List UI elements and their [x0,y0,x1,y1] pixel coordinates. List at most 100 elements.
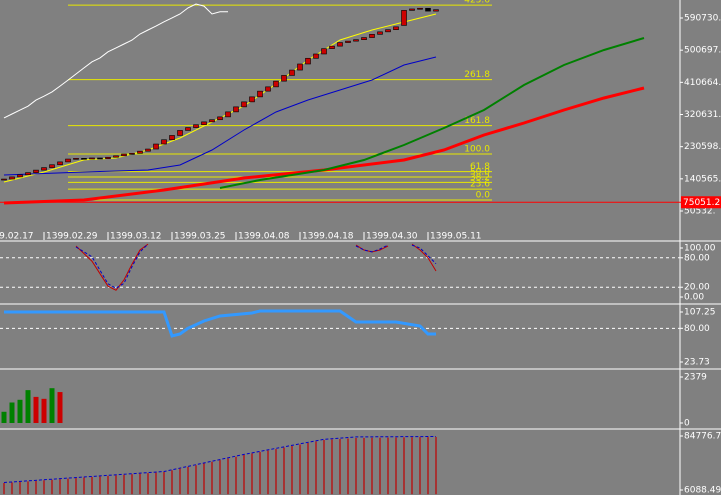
bar [235,456,237,495]
x-tick-label: 1399.04.08 [238,232,290,242]
bar [49,388,55,423]
panel [3,436,437,495]
candle-body [41,167,47,171]
bar [1,411,7,423]
bar [17,399,23,423]
bar [315,441,317,495]
candle-body [289,69,295,76]
candle-body [225,111,231,118]
fib-label: 38.2 [470,173,490,183]
candle-body [393,26,399,30]
bar [9,402,15,423]
y-tick-label: 0.00 [684,293,704,303]
candle-body [249,96,255,103]
candle-body [89,157,95,160]
bar [259,451,261,495]
bar [179,468,181,495]
candle-body [9,176,15,180]
series-line [75,243,437,289]
candle-body [73,158,79,160]
fib-label: 50.0 [470,167,490,177]
candle-body [433,9,439,12]
fib-label: 0.0 [476,190,491,200]
candle-body [97,157,103,160]
x-tick-label: 1399.02.29 [46,232,98,242]
candle-body [153,143,159,150]
bar [347,438,349,495]
bar [57,392,63,423]
bar [331,439,333,495]
series-line [4,309,436,338]
candle-body [185,127,191,131]
candle-body [361,37,367,40]
bar [139,473,141,495]
bar [275,449,277,495]
bar [219,460,221,495]
x-tick-label: 1399.02.17 [0,232,34,242]
bar [387,437,389,495]
bar [41,398,47,423]
candle-body [161,139,167,145]
series-line [3,3,228,119]
candle-body [233,106,239,113]
fib-label: 161.8 [464,116,490,126]
candle-body [33,169,39,173]
candle-body [105,156,111,159]
candle-body [193,124,199,128]
candle-body [337,42,343,47]
bar [371,437,373,495]
candle-body [425,7,431,12]
y-tick-label: 410664. [684,78,721,88]
candle-body [385,29,391,33]
bar [299,444,301,495]
candle-body [137,150,143,154]
candle-body [81,158,87,160]
series-line [3,436,437,483]
bar [323,439,325,495]
bar [227,458,229,495]
x-tick-label: 1399.05.11 [430,232,482,242]
candle-body [49,164,55,168]
bar [75,478,77,495]
candle-body [321,48,327,55]
bar [11,482,13,495]
fib-label: 423.6 [464,0,490,6]
y-tick-label: 23.73 [684,358,710,368]
bar [339,439,341,495]
y-tick-label: 2379 [684,372,707,382]
candle-body [169,135,175,141]
bar [35,480,37,495]
bar [115,475,117,495]
y-tick-label: 84776.75 [684,431,721,441]
fib-label: 261.8 [464,70,490,80]
bar [51,479,53,495]
fib-label: 100.0 [464,144,490,154]
candle-body [369,34,375,38]
series-line [219,37,645,189]
candle-body [377,31,383,35]
y-tick-label: 80.00 [684,324,710,334]
candle-body [1,178,7,181]
bar [355,437,357,495]
y-tick-label: 590730. [684,13,721,23]
y-tick-label: 140565. [684,174,721,184]
bar [411,437,413,495]
y-tick-label: 100.00 [684,244,716,254]
bar [171,470,173,495]
candle-body [113,155,119,158]
bar [187,466,189,495]
y-tick-label: 80.00 [684,253,710,263]
y-tick-label: 230598. [684,142,721,152]
y-tick-label: 320631. [684,110,721,120]
bar [395,437,397,495]
x-tick-label: 1399.03.12 [110,232,162,242]
candle-body [177,130,183,136]
bar [59,479,61,495]
candle-body [121,153,127,157]
bar [147,473,149,495]
bar [123,474,125,495]
candle-body [217,116,223,121]
bar [251,453,253,495]
candle-body [265,86,271,92]
